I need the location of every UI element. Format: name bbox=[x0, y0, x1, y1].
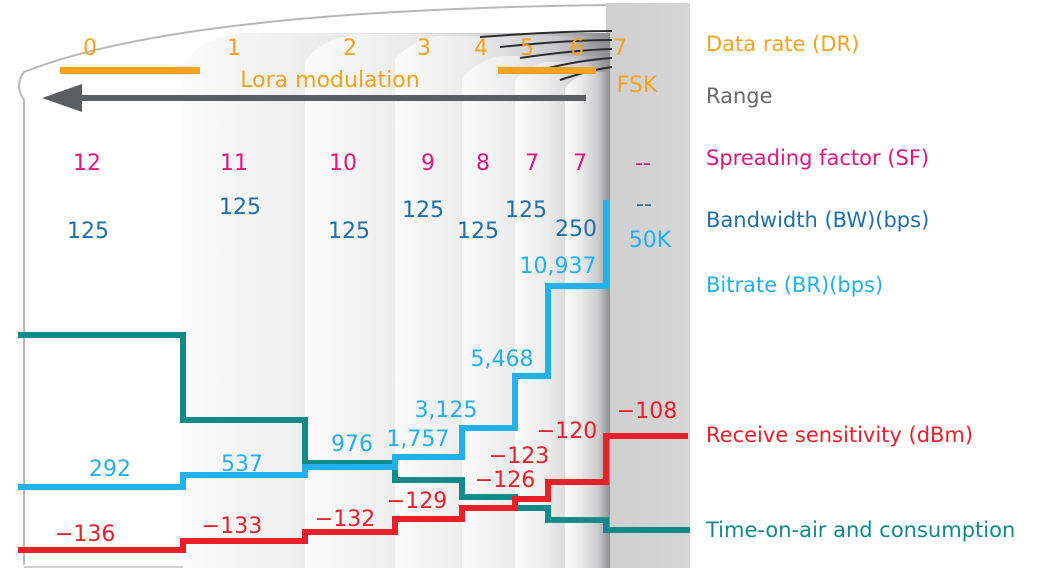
sensitivity-value-5: −123 bbox=[489, 444, 549, 469]
fsk-label: FSK bbox=[617, 73, 658, 98]
sf-value-4: 8 bbox=[476, 151, 490, 176]
sf-value-1: 11 bbox=[220, 151, 248, 176]
lora-bar-left bbox=[60, 67, 200, 74]
legend-bandwidth: Bandwidth (BW)(bps) bbox=[706, 208, 930, 232]
legend-time-on-air: Time-on-air and consumption bbox=[706, 518, 1016, 542]
dr-label-0: 0 bbox=[83, 36, 97, 61]
bitrate-value-2: 976 bbox=[331, 432, 373, 457]
dr-label-7: 7 bbox=[613, 36, 627, 61]
lora-bar-right bbox=[498, 67, 596, 74]
sensitivity-value-1: −133 bbox=[202, 514, 262, 539]
sf-value-0: 12 bbox=[73, 151, 101, 176]
legend-data-rate: Data rate (DR) bbox=[706, 32, 860, 56]
sensitivity-value-3: −129 bbox=[387, 489, 447, 514]
bw-value-2: 125 bbox=[328, 219, 370, 244]
bw-value-3: 125 bbox=[402, 198, 444, 223]
sf-value-2: 10 bbox=[329, 151, 357, 176]
dr-label-3: 3 bbox=[417, 36, 431, 61]
sf-value-6: 7 bbox=[573, 151, 587, 176]
fsk-region bbox=[606, 3, 690, 568]
dr-label-2: 2 bbox=[343, 36, 357, 61]
sf-value-7: -- bbox=[635, 151, 651, 176]
cylinder-bands bbox=[183, 33, 610, 568]
bw-value-5: 125 bbox=[505, 198, 547, 223]
legend-range: Range bbox=[706, 84, 773, 108]
lora-modulation-label: Lora modulation bbox=[240, 68, 419, 93]
sensitivity-value-7: −108 bbox=[617, 399, 677, 424]
bw-value-4: 125 bbox=[457, 219, 499, 244]
dr-label-1: 1 bbox=[227, 36, 241, 61]
bitrate-value-5: 5,468 bbox=[471, 347, 534, 372]
bitrate-value-7: 50K bbox=[629, 228, 672, 253]
bitrate-value-0: 292 bbox=[89, 457, 131, 482]
toa-line bbox=[18, 332, 690, 533]
bitrate-value-4: 3,125 bbox=[415, 398, 478, 423]
bw-value-7: -- bbox=[636, 192, 652, 217]
sf-value-3: 9 bbox=[421, 151, 435, 176]
cylinder-band-dr6 bbox=[565, 72, 610, 568]
bitrate-value-3: 1,757 bbox=[387, 427, 450, 452]
bitrate-value-6: 10,937 bbox=[520, 254, 597, 279]
bw-value-1: 125 bbox=[219, 195, 261, 220]
sf-value-5: 7 bbox=[525, 151, 539, 176]
bitrate-value-1: 537 bbox=[221, 452, 263, 477]
sensitivity-value-0: −136 bbox=[55, 522, 115, 547]
range-arrow-head bbox=[42, 84, 82, 112]
sensitivity-value-2: −132 bbox=[315, 507, 375, 532]
legend-spreading-factor: Spreading factor (SF) bbox=[706, 146, 930, 170]
envelope-outline bbox=[18, 4, 611, 565]
bw-value-0: 125 bbox=[67, 219, 109, 244]
sensitivity-line bbox=[18, 433, 688, 553]
bitrate-line bbox=[18, 200, 609, 490]
legend-receive-sensitivity: Receive sensitivity (dBm) bbox=[706, 423, 974, 447]
sensitivity-value-6: −120 bbox=[537, 419, 597, 444]
dr-label-4: 4 bbox=[474, 36, 488, 61]
dr-label-5: 5 bbox=[520, 36, 534, 61]
legend-bitrate: Bitrate (BR)(bps) bbox=[706, 273, 884, 297]
dr-label-6: 6 bbox=[570, 36, 584, 61]
bw-value-6: 250 bbox=[555, 217, 597, 242]
sensitivity-value-4: −126 bbox=[475, 468, 535, 493]
